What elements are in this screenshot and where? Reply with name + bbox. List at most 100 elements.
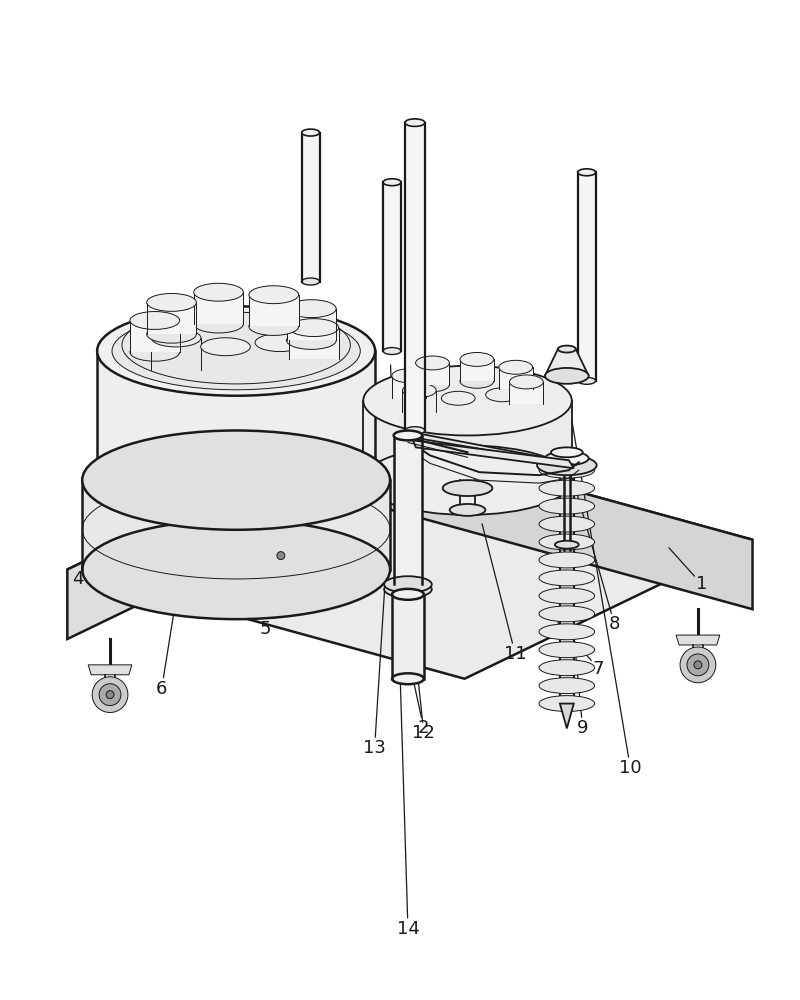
Ellipse shape bbox=[146, 325, 196, 343]
Polygon shape bbox=[578, 172, 596, 381]
Polygon shape bbox=[289, 328, 338, 359]
Ellipse shape bbox=[289, 319, 338, 337]
Ellipse shape bbox=[392, 673, 424, 684]
Polygon shape bbox=[402, 390, 436, 412]
Ellipse shape bbox=[194, 283, 243, 301]
Polygon shape bbox=[403, 430, 577, 465]
Text: 9: 9 bbox=[577, 719, 589, 737]
Ellipse shape bbox=[578, 169, 596, 176]
Polygon shape bbox=[151, 338, 201, 370]
Ellipse shape bbox=[201, 370, 250, 387]
Ellipse shape bbox=[539, 660, 594, 676]
Text: 8: 8 bbox=[609, 615, 620, 633]
Ellipse shape bbox=[201, 338, 250, 356]
Polygon shape bbox=[510, 382, 543, 404]
Ellipse shape bbox=[539, 516, 594, 532]
Ellipse shape bbox=[286, 300, 336, 318]
Ellipse shape bbox=[545, 368, 589, 384]
Ellipse shape bbox=[151, 329, 201, 347]
Ellipse shape bbox=[539, 480, 594, 496]
Ellipse shape bbox=[97, 306, 375, 396]
Ellipse shape bbox=[375, 371, 560, 430]
Ellipse shape bbox=[286, 332, 336, 349]
Polygon shape bbox=[499, 367, 533, 389]
Ellipse shape bbox=[384, 576, 432, 593]
Polygon shape bbox=[302, 133, 319, 282]
Polygon shape bbox=[259, 526, 302, 536]
Polygon shape bbox=[392, 594, 424, 679]
Ellipse shape bbox=[289, 350, 338, 368]
Ellipse shape bbox=[97, 435, 375, 525]
Ellipse shape bbox=[555, 541, 578, 549]
Ellipse shape bbox=[383, 179, 401, 186]
Text: 11: 11 bbox=[504, 645, 526, 663]
Ellipse shape bbox=[510, 375, 543, 389]
Text: 13: 13 bbox=[363, 739, 386, 757]
Ellipse shape bbox=[486, 410, 519, 424]
Ellipse shape bbox=[99, 684, 121, 706]
Ellipse shape bbox=[416, 356, 450, 370]
Polygon shape bbox=[255, 343, 305, 374]
Polygon shape bbox=[355, 430, 753, 609]
Ellipse shape bbox=[460, 352, 494, 366]
Ellipse shape bbox=[112, 312, 360, 390]
Ellipse shape bbox=[130, 343, 180, 361]
Ellipse shape bbox=[539, 552, 594, 568]
Ellipse shape bbox=[551, 447, 582, 457]
Ellipse shape bbox=[442, 391, 475, 405]
Ellipse shape bbox=[151, 361, 201, 379]
Ellipse shape bbox=[402, 383, 436, 397]
Ellipse shape bbox=[394, 431, 422, 440]
Ellipse shape bbox=[302, 129, 319, 136]
Ellipse shape bbox=[82, 520, 390, 619]
Ellipse shape bbox=[270, 545, 292, 567]
Ellipse shape bbox=[539, 498, 594, 514]
Polygon shape bbox=[405, 123, 425, 430]
Ellipse shape bbox=[255, 334, 305, 352]
Ellipse shape bbox=[394, 579, 422, 589]
Ellipse shape bbox=[460, 374, 494, 388]
Polygon shape bbox=[416, 363, 450, 385]
Ellipse shape bbox=[442, 480, 492, 496]
Polygon shape bbox=[560, 470, 574, 704]
Ellipse shape bbox=[537, 455, 597, 475]
Polygon shape bbox=[413, 440, 574, 468]
Polygon shape bbox=[460, 359, 494, 381]
Polygon shape bbox=[67, 430, 355, 639]
Ellipse shape bbox=[106, 691, 114, 699]
Polygon shape bbox=[194, 292, 243, 324]
Ellipse shape bbox=[255, 365, 305, 383]
Polygon shape bbox=[286, 309, 336, 340]
Ellipse shape bbox=[687, 654, 709, 676]
Polygon shape bbox=[394, 435, 422, 584]
Text: 1: 1 bbox=[696, 575, 707, 593]
Ellipse shape bbox=[486, 388, 519, 402]
Ellipse shape bbox=[539, 570, 594, 586]
Ellipse shape bbox=[539, 462, 594, 478]
Ellipse shape bbox=[383, 348, 401, 355]
Polygon shape bbox=[146, 302, 196, 334]
Ellipse shape bbox=[384, 581, 432, 598]
Ellipse shape bbox=[263, 538, 298, 573]
Polygon shape bbox=[560, 704, 574, 728]
Ellipse shape bbox=[82, 430, 390, 530]
Ellipse shape bbox=[277, 552, 285, 560]
Ellipse shape bbox=[578, 377, 596, 384]
Ellipse shape bbox=[405, 427, 425, 434]
Ellipse shape bbox=[539, 606, 594, 622]
Text: 2: 2 bbox=[418, 719, 430, 737]
Ellipse shape bbox=[539, 588, 594, 604]
Ellipse shape bbox=[539, 642, 594, 658]
Ellipse shape bbox=[146, 293, 196, 311]
Ellipse shape bbox=[249, 286, 298, 304]
Ellipse shape bbox=[558, 346, 576, 353]
Polygon shape bbox=[249, 295, 298, 326]
Text: 12: 12 bbox=[412, 724, 435, 742]
Ellipse shape bbox=[539, 696, 594, 712]
Polygon shape bbox=[392, 376, 426, 398]
Ellipse shape bbox=[92, 677, 128, 713]
Ellipse shape bbox=[130, 312, 180, 329]
Ellipse shape bbox=[416, 378, 450, 392]
Text: 6: 6 bbox=[156, 680, 167, 698]
Text: 10: 10 bbox=[619, 759, 642, 777]
